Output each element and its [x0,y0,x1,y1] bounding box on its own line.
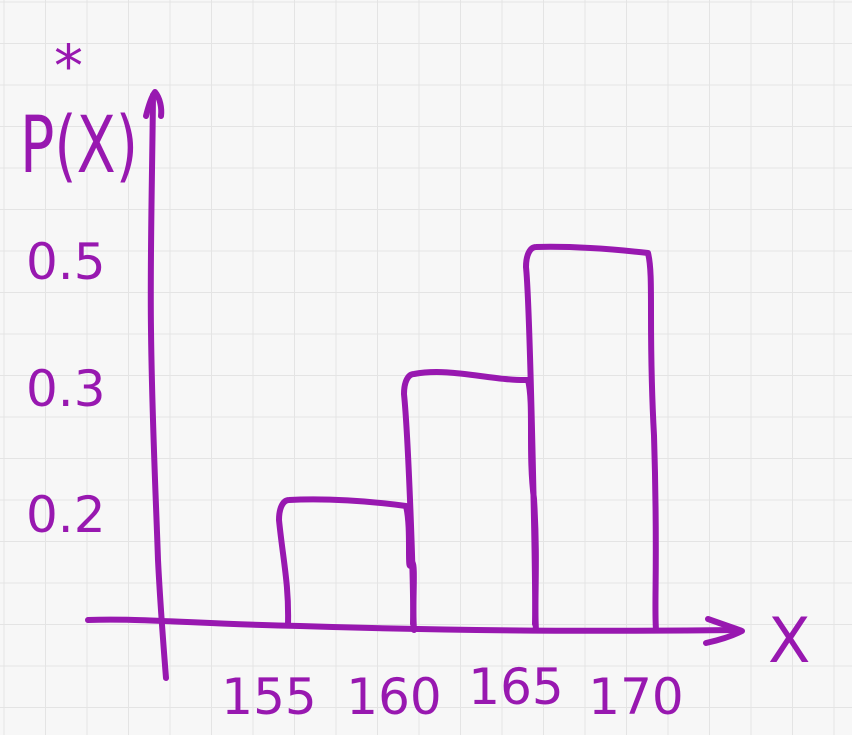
y-tick-label-0.2: 0.2 [26,486,106,544]
x-tick-label-160: 160 [346,668,441,726]
y-axis-label: P(X) [20,101,138,191]
y-tick-label-0.3: 0.3 [26,360,106,418]
x-tick-label-155: 155 [221,668,316,726]
histogram-bar-165-170 [523,243,659,633]
histogram-bar-155-160 [276,496,417,633]
histogram-bars [276,243,659,633]
y-tick-labels: 0.5 0.3 0.2 [26,233,106,544]
x-tick-labels: 155 160 165 170 [221,658,683,726]
x-axis [85,616,741,634]
y-axis-label-mark: * [54,32,83,100]
y-tick-label-0.5: 0.5 [26,233,106,291]
x-tick-label-165: 165 [468,658,563,716]
x-axis-label: X [768,604,810,677]
y-axis [147,92,169,681]
x-tick-label-170: 170 [588,668,683,726]
y-axis-arrowhead [143,89,165,119]
x-axis-arrowhead [703,616,745,646]
histogram-bar-160-165 [401,369,539,633]
